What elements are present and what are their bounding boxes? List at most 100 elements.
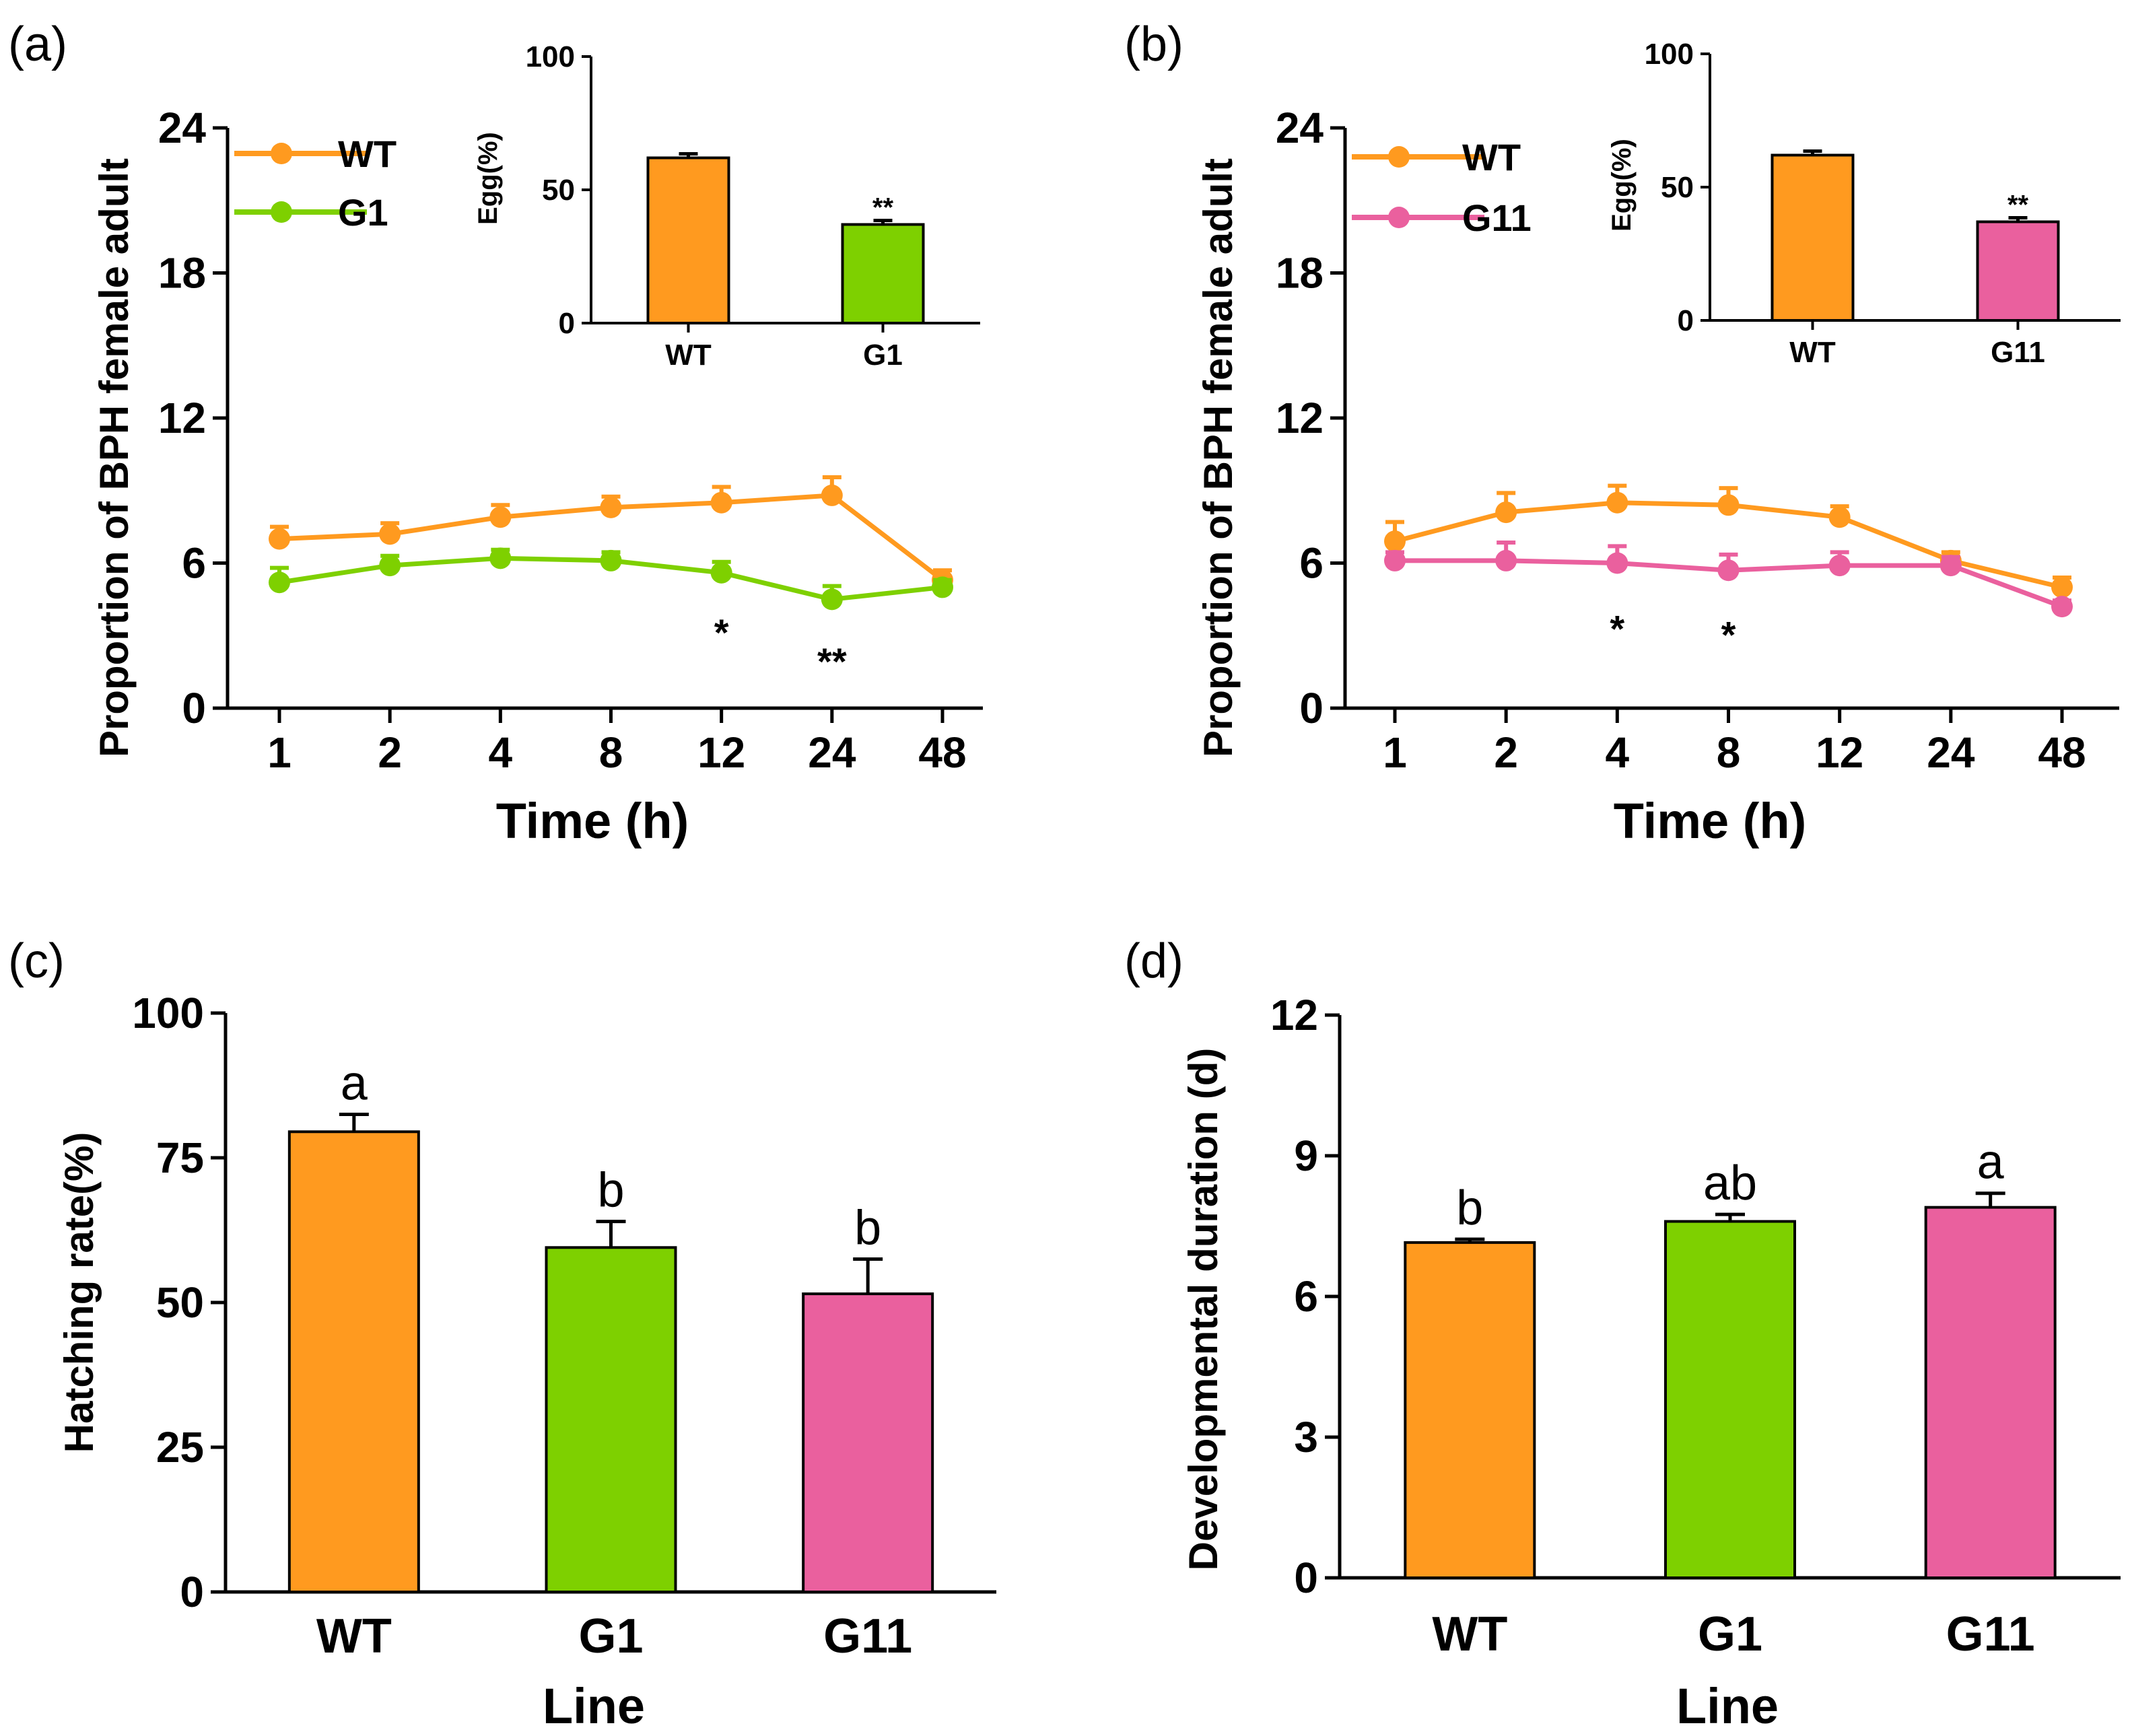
panel-b-inset-x-tick-label: G11 bbox=[1991, 336, 2045, 369]
panel-b-g11-point bbox=[1939, 555, 1962, 577]
panel-a-y-axis-label: Proportion of BPH female adult bbox=[92, 158, 137, 757]
legend-wt-label: WT bbox=[1462, 136, 1521, 178]
panel-a-inset-y-axis-label: Egg(%) bbox=[473, 132, 503, 225]
panel-a-x-tick-label: 4 bbox=[489, 728, 513, 777]
panel-b-y-tick-label: 6 bbox=[1299, 539, 1324, 588]
panel-a-inset-x-tick-label: G1 bbox=[863, 339, 903, 372]
panel-a-y-tick-label: 0 bbox=[182, 684, 206, 732]
panel-a-x-tick-label: 12 bbox=[697, 728, 745, 777]
panel-d-bar-g1 bbox=[1664, 1220, 1796, 1579]
panel-c-y-tick-label: 50 bbox=[156, 1278, 204, 1327]
panel-b-legend: WT G11 bbox=[1352, 136, 1532, 239]
panel-b-x-tick-label: 4 bbox=[1606, 728, 1630, 777]
panel-b-y-tick-label: 24 bbox=[1276, 104, 1324, 152]
panel-d-bar-wt bbox=[1404, 1241, 1536, 1579]
panel-a-wt-point bbox=[379, 523, 401, 545]
panel-a-wt-point bbox=[269, 528, 290, 550]
panel-c-x-tick-label: G1 bbox=[578, 1609, 643, 1663]
panel-d-bar-g11 bbox=[1924, 1206, 2057, 1579]
panel-b-inset-y-tick-label: 0 bbox=[1678, 304, 1694, 337]
panel-b-significance-marker: * bbox=[1610, 608, 1624, 650]
panel-a: (a) Proportion of BPH female adult Time … bbox=[8, 18, 983, 849]
panel-b-x-tick-label: 2 bbox=[1494, 728, 1518, 777]
panel-b-wt-point bbox=[1495, 501, 1517, 524]
panel-c-bar-g1 bbox=[545, 1246, 677, 1594]
panel-a-inset-bar-wt bbox=[646, 156, 730, 324]
panel-b-inset-y-tick-label: 50 bbox=[1661, 171, 1694, 204]
panel-b-inset-bar-wt bbox=[1771, 153, 1855, 322]
panel-c-y-tick-label: 0 bbox=[180, 1568, 204, 1616]
panel-b: (b) Proportion of BPH female adult Time … bbox=[1124, 18, 2121, 849]
panel-a-g1-point bbox=[821, 588, 843, 611]
panel-a-wt-point bbox=[600, 496, 622, 518]
panel-a-x-tick-label: 8 bbox=[599, 728, 623, 777]
panel-a-wt-point bbox=[821, 484, 843, 506]
panel-c-bar-wt bbox=[287, 1130, 420, 1594]
panel-b-g11-point bbox=[1495, 549, 1517, 571]
panel-a-x-tick-label: 2 bbox=[378, 728, 402, 777]
panel-a-inset-y-tick-label: 100 bbox=[526, 40, 575, 73]
panel-b-x-axis-label: Time (h) bbox=[1614, 793, 1806, 849]
panel-a-inset: Egg(%) 0 50 100 WT G1 ** bbox=[473, 40, 980, 372]
panel-d-y-axis-label: Developmental duration (d) bbox=[1181, 1048, 1226, 1571]
panel-b-inset-significance-marker: ** bbox=[2007, 190, 2029, 220]
panel-a-g1-point bbox=[379, 555, 401, 577]
panel-a-x-tick-label: 24 bbox=[808, 728, 856, 777]
panel-b-g11-point bbox=[2051, 596, 2073, 618]
panel-b-y-axis-label: Proportion of BPH female adult bbox=[1196, 158, 1241, 757]
panel-d-x-tick-label: G11 bbox=[1946, 1607, 2035, 1661]
panel-d-y-tick-label: 6 bbox=[1294, 1272, 1318, 1321]
panel-c-y-axis-label: Hatching rate(%) bbox=[57, 1132, 102, 1453]
panel-b-g11-point bbox=[1717, 559, 1740, 582]
panel-c-group-letter: a bbox=[341, 1057, 368, 1111]
panel-b-x-tick-label: 48 bbox=[2038, 728, 2086, 777]
panel-d-group-letter: b bbox=[1456, 1181, 1483, 1235]
panel-a-y-tick-label: 6 bbox=[182, 539, 206, 588]
panel-d-x-tick-label: WT bbox=[1432, 1607, 1507, 1661]
panel-b-wt-point bbox=[1606, 491, 1628, 514]
panel-b-inset-plot: 0 50 100 WT G11 ** bbox=[1645, 38, 2121, 369]
panel-d-group-letter: a bbox=[1977, 1136, 2005, 1189]
legend-g1-label: G1 bbox=[338, 191, 388, 234]
panel-a-x-axis-label: Time (h) bbox=[496, 793, 689, 849]
panel-a-significance-marker: ** bbox=[817, 640, 847, 683]
panel-a-label: (a) bbox=[8, 18, 67, 71]
panel-a-y-tick-label: 12 bbox=[158, 394, 206, 442]
panel-b-wt-point bbox=[1717, 494, 1740, 516]
panel-a-g1-point bbox=[489, 547, 512, 569]
panel-c-bar-g11 bbox=[802, 1292, 934, 1593]
panel-d-y-tick-label: 9 bbox=[1294, 1132, 1318, 1180]
panel-d-y-tick-label: 0 bbox=[1294, 1554, 1318, 1602]
panel-a-g1-point bbox=[600, 549, 622, 571]
panel-a-inset-bar-g1 bbox=[841, 223, 925, 325]
panel-c-x-axis-label: Line bbox=[543, 1678, 645, 1734]
panel-b-x-tick-label: 24 bbox=[1927, 728, 1975, 777]
panel-b-inset: Egg(%) 0 50 100 WT G11 ** bbox=[1607, 38, 2121, 369]
panel-c-group-letter: b bbox=[854, 1202, 881, 1255]
panel-b-label: (b) bbox=[1124, 18, 1183, 71]
legend-g11-label: G11 bbox=[1462, 197, 1532, 239]
panel-c-label: (c) bbox=[8, 934, 65, 988]
panel-d-x-axis-label: Line bbox=[1676, 1678, 1779, 1734]
panel-a-g1-point bbox=[932, 576, 953, 598]
panel-b-wt-point bbox=[1384, 530, 1406, 553]
legend-wt-marker bbox=[1388, 146, 1410, 168]
panel-d: (d) Developmental duration (d) Line 0 3 6 9… bbox=[1124, 934, 2121, 1734]
panel-a-inset-y-tick-label: 50 bbox=[542, 174, 575, 207]
panel-c-x-tick-label: G11 bbox=[823, 1609, 912, 1663]
panel-b-y-tick-label: 12 bbox=[1276, 394, 1324, 442]
panel-a-inset-significance-marker: ** bbox=[872, 193, 894, 223]
panel-b-g11-point bbox=[1606, 552, 1628, 574]
panel-b-y-tick-label: 0 bbox=[1299, 684, 1324, 732]
panel-b-y-tick-label: 18 bbox=[1276, 249, 1324, 298]
panel-a-significance-marker: * bbox=[714, 611, 729, 654]
panel-d-group-letter: ab bbox=[1703, 1156, 1757, 1210]
panel-b-x-tick-label: 1 bbox=[1383, 728, 1407, 777]
legend-wt-label: WT bbox=[338, 133, 397, 175]
panel-a-g1-point bbox=[269, 571, 290, 594]
panel-b-inset-x-tick-label: WT bbox=[1789, 336, 1836, 369]
panel-b-x-tick-label: 12 bbox=[1816, 728, 1863, 777]
